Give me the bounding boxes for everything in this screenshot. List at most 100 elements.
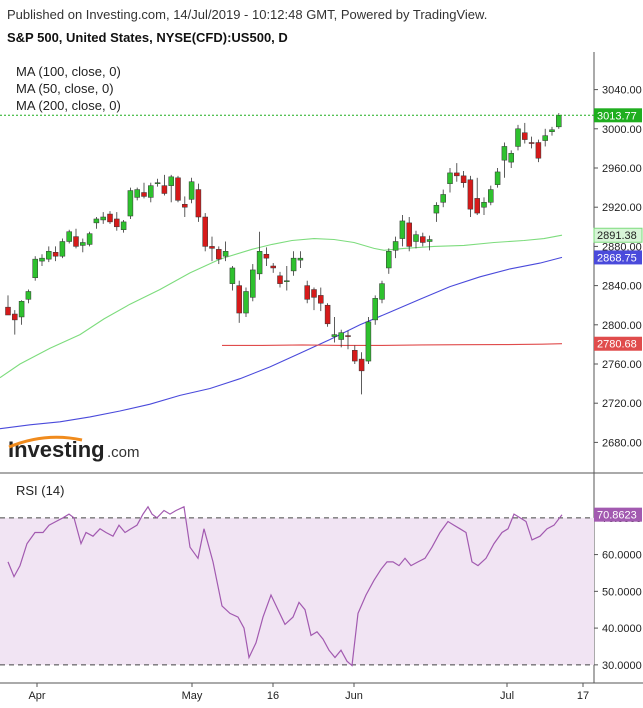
candle [270,263,276,273]
candle [406,217,412,252]
legend-ma100: MA (100, close, 0) [16,64,121,79]
candle [528,136,535,149]
price-tick-label: 2680.00 [602,437,642,449]
time-tick-label: May [182,690,203,702]
candle [277,271,283,288]
candle [331,316,338,343]
candle-body [236,285,242,314]
candle [508,150,514,168]
svg-text:2868.75: 2868.75 [597,252,637,264]
candle [188,177,195,204]
candle [86,231,93,247]
candle [120,219,127,233]
candle-body [352,350,358,362]
price-tick-label: 2920.00 [602,202,642,214]
candle-body [290,257,297,272]
candle-body [80,242,86,246]
candle-body [392,241,399,251]
logo-swoosh-icon [8,435,83,449]
candle [372,295,378,325]
candle-body [535,142,542,159]
candle-body [426,239,433,242]
candle-body [134,189,140,198]
candle [542,128,548,147]
candle-body [488,189,494,203]
candle-body [25,291,32,300]
candle [154,178,161,187]
candle-body [59,241,66,257]
price-tick-label: 2840.00 [602,281,642,293]
candle [454,163,460,182]
candle-body [195,189,202,218]
rsi-tick-label: 40.0000 [602,623,642,635]
candle-body [182,204,188,208]
candle-body [73,236,79,247]
svg-text:2891.38: 2891.38 [597,230,637,242]
candle [25,289,32,304]
candle [161,174,168,196]
candle-body [372,298,378,321]
price-pane [0,52,594,471]
candle [12,310,18,335]
candle [148,182,154,203]
candle [107,211,113,224]
candle [202,213,208,252]
candle [32,256,38,281]
candle-body [454,172,460,177]
candle-body [501,146,508,161]
candle-body [202,216,208,247]
candle-body [263,253,270,259]
price-tick-label: 3040.00 [602,85,642,97]
candle [100,212,106,224]
candle-body [209,246,215,249]
candle-body [331,334,338,337]
candle [127,187,134,219]
candle [467,175,474,217]
svg-text:70.8623: 70.8623 [597,510,637,522]
ma200-line [222,343,563,346]
candle-body [161,185,168,194]
candle [256,231,263,280]
candle-body [86,233,93,245]
candle-body [413,234,419,242]
candle [426,235,433,251]
candle-body [270,265,276,269]
candle [243,287,249,317]
candle [515,124,521,151]
candle-body [188,181,195,200]
candle-body [5,306,11,316]
candle [535,139,542,163]
price-label-ma100: 2891.38 [593,227,643,243]
candle-body [175,177,181,201]
candle-body [32,258,38,279]
candle-body [528,142,535,144]
candle [209,236,215,262]
candle-body [127,190,134,217]
candle [392,236,399,259]
published-line: Published on Investing.com, 14/Jul/2019 … [7,7,488,22]
candle [379,280,385,304]
candle-body [39,257,45,262]
candle [488,185,494,206]
candle-body [46,251,52,260]
candle [18,300,25,325]
candle [52,246,59,262]
time-tick-label: Jul [500,690,514,702]
candle-body [556,115,562,128]
price-label-last: 3013.77 [594,108,642,123]
candle-body [406,222,412,247]
candle-body [345,335,351,337]
candle-body [318,295,324,304]
candle-body [277,275,283,284]
candle-body [141,192,147,197]
time-tick-label: Jun [345,690,363,702]
candle [549,126,555,136]
price-tick-label: 3000.00 [602,124,642,136]
candle [195,183,202,222]
investing-logo: Investing .com [8,435,140,462]
candle [222,241,229,262]
price-label-ma200: 2780.68 [594,336,642,351]
candle [93,217,100,229]
